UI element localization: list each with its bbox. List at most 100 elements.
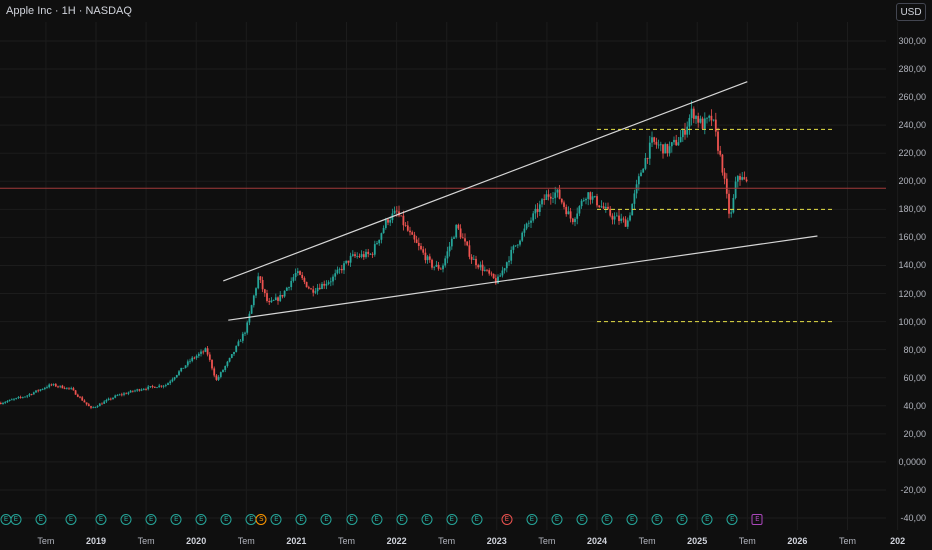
candle-body xyxy=(633,193,636,204)
candle-body xyxy=(719,150,722,155)
price-tick-label: 280,00 xyxy=(898,64,926,75)
candle-body xyxy=(402,215,405,226)
candle-body xyxy=(351,254,354,256)
candle-body xyxy=(239,340,242,342)
earnings-event-icon[interactable]: E xyxy=(626,514,638,525)
candle-body xyxy=(686,126,689,135)
candle-body xyxy=(677,142,680,146)
earnings-event-icon[interactable]: E xyxy=(295,514,307,525)
candle-body xyxy=(483,269,486,271)
candle-body xyxy=(481,264,484,271)
earnings-event-icon[interactable]: E xyxy=(676,514,688,525)
candle-body xyxy=(237,341,240,346)
candle-body xyxy=(703,118,706,129)
price-tick-label: 220,00 xyxy=(898,148,926,159)
candle-body xyxy=(224,365,227,370)
candle-body xyxy=(523,228,526,233)
candle-body xyxy=(180,367,183,372)
earnings-event-icon[interactable]: E xyxy=(10,514,22,525)
candle-body xyxy=(384,219,387,229)
price-tick-label: 300,00 xyxy=(898,36,926,46)
earnings-event-icon[interactable]: E xyxy=(651,514,663,525)
candle-body xyxy=(393,210,396,214)
candle-body xyxy=(307,287,310,289)
candle-body xyxy=(591,196,594,200)
candle-body xyxy=(312,289,315,293)
candle-body xyxy=(464,238,466,242)
earnings-event-icon[interactable]: E xyxy=(371,514,383,525)
candle-body xyxy=(296,271,299,273)
candle-body xyxy=(314,291,317,293)
candle-body xyxy=(197,353,200,356)
candle-body xyxy=(17,397,20,398)
candle-body xyxy=(664,144,667,154)
candle-body xyxy=(701,118,704,129)
candle-body xyxy=(343,263,345,271)
candle-body xyxy=(334,273,337,277)
candle-body xyxy=(657,144,660,146)
candle-body xyxy=(679,137,682,143)
candle-body xyxy=(400,215,403,217)
candle-body xyxy=(411,232,414,235)
candle-body xyxy=(109,398,112,400)
candle-body xyxy=(690,108,693,118)
split-event-icon[interactable]: S xyxy=(255,514,267,525)
earnings-event-icon[interactable]: E xyxy=(170,514,182,525)
earnings-event-icon[interactable]: E xyxy=(95,514,107,525)
earnings-event-icon[interactable]: E xyxy=(446,514,458,525)
candle-body xyxy=(2,402,4,405)
earnings-event-icon[interactable]: E xyxy=(65,514,77,525)
earnings-event-icon[interactable]: E xyxy=(195,514,207,525)
earnings-event-icon[interactable]: E xyxy=(120,514,132,525)
earnings-event-icon[interactable]: E xyxy=(471,514,483,525)
earnings-event-icon[interactable]: E xyxy=(526,514,538,525)
candle-body xyxy=(734,181,737,198)
candle-body xyxy=(585,198,587,201)
candle-body xyxy=(222,369,224,373)
earnings-event-icon[interactable]: E xyxy=(601,514,613,525)
earnings-event-icon[interactable]: E xyxy=(421,514,433,525)
candle-body xyxy=(477,265,480,268)
candle-body xyxy=(635,184,638,194)
candle-body xyxy=(6,401,9,403)
candle-body xyxy=(560,198,563,203)
candle-body xyxy=(292,277,295,281)
earnings-event-icon[interactable]: E xyxy=(726,514,738,525)
candle-body xyxy=(552,198,554,200)
candle-body xyxy=(191,357,194,361)
candle-body xyxy=(519,240,521,245)
earnings-event-icon[interactable]: E xyxy=(220,514,232,525)
candle-body xyxy=(714,119,717,132)
earnings-event-icon[interactable]: E xyxy=(145,514,157,525)
earnings-event-icon[interactable]: E xyxy=(270,514,282,525)
candle-body xyxy=(72,388,75,391)
candle-body xyxy=(598,205,601,208)
candle-body xyxy=(609,208,612,216)
candle-body xyxy=(670,142,673,147)
earnings-event-icon[interactable]: E xyxy=(751,514,763,525)
earnings-event-icon[interactable]: E xyxy=(35,514,47,525)
earnings-event-icon[interactable]: E xyxy=(346,514,357,525)
candle-body xyxy=(63,388,66,390)
candle-body xyxy=(569,211,572,219)
currency-button[interactable]: USD xyxy=(896,3,926,21)
candle-body xyxy=(589,192,592,200)
candle-body xyxy=(369,253,372,255)
earnings-event-icon[interactable]: E xyxy=(701,514,713,525)
price-tick-label: 20,00 xyxy=(903,428,926,439)
earnings-event-icon[interactable]: E xyxy=(551,514,563,525)
candle-body xyxy=(279,294,282,301)
candle-body xyxy=(184,365,187,368)
candle-body xyxy=(503,268,506,271)
candle-body xyxy=(404,225,407,227)
candle-body xyxy=(360,254,363,257)
earnings-event-icon[interactable]: E xyxy=(576,514,588,525)
candle-body xyxy=(578,206,581,214)
earnings-event-icon[interactable]: E xyxy=(320,514,332,525)
earnings-event-icon[interactable]: E xyxy=(501,514,513,525)
candle-body xyxy=(659,144,662,146)
candle-body xyxy=(538,204,541,212)
earnings-event-icon[interactable]: E xyxy=(396,514,408,525)
